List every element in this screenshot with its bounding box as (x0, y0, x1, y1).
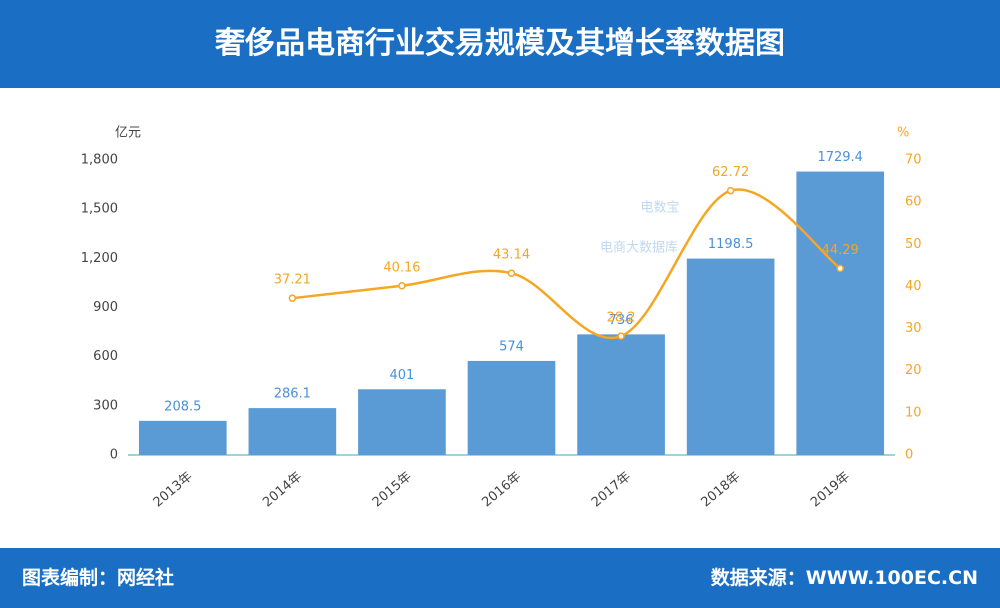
x-tick-label: 2014年 (260, 469, 305, 510)
y2-axis-unit: % (897, 126, 909, 141)
y-tick-label: 1,800 (81, 153, 118, 168)
watermark-tagline: 电商大数据库 (600, 240, 678, 256)
x-tick-label: 2013年 (151, 469, 196, 510)
bar (138, 420, 227, 455)
y2-tick-label: 50 (905, 237, 922, 252)
y-tick-label: 1,500 (81, 202, 118, 217)
x-tick-label: 2019年 (808, 469, 853, 510)
bar-value-label: 286.1 (274, 387, 311, 402)
bar-value-label: 736 (609, 313, 634, 328)
bar-value-label: 1729.4 (817, 150, 863, 165)
growth-point (836, 264, 844, 273)
bar (248, 408, 337, 455)
bar (686, 258, 775, 455)
growth-point (398, 282, 406, 290)
growth-value-label: 37.21 (274, 273, 311, 288)
growth-value-label: 28.2 (607, 311, 636, 326)
growth-point (726, 186, 735, 195)
x-tick-label: 2016年 (479, 469, 524, 510)
x-tick-label: 2015年 (370, 469, 415, 510)
chart: 电数宝 电商大数据库 亿元 % 03006009001,2001,5001,80… (81, 126, 922, 511)
y2-tick-label: 70 (905, 153, 922, 168)
growth-point (288, 294, 297, 302)
x-tick-label: 2017年 (589, 469, 634, 510)
y2-tick-label: 20 (905, 363, 922, 378)
footer-left: 图表编制：网经社 (22, 567, 175, 589)
y2-tick-label: 0 (905, 448, 913, 463)
y-tick-label: 0 (110, 448, 118, 463)
x-tick-label: 2018年 (699, 469, 744, 510)
y-tick-label: 600 (93, 349, 118, 364)
header: 奢侈品电商行业交易规模及其增长率数据图 (0, 0, 1000, 88)
y2-tick-label: 10 (905, 405, 922, 420)
growth-value-label: 40.16 (383, 260, 420, 275)
footer-right: 数据来源：WWW.100EC.CN (710, 567, 978, 589)
bar-value-label: 574 (499, 339, 524, 354)
growth-value-label: 43.14 (493, 248, 530, 263)
growth-value-label: 62.72 (712, 165, 749, 180)
growth-value-label: 44.29 (822, 243, 859, 258)
bar (577, 334, 665, 455)
bar (358, 389, 446, 455)
bar-value-label: 401 (390, 368, 415, 383)
growth-point (507, 269, 516, 277)
bar (467, 360, 556, 455)
y2-tick-label: 60 (905, 195, 922, 210)
y-axis-unit: 亿元 (115, 126, 141, 141)
y-tick-label: 300 (93, 398, 118, 413)
footer: 图表编制：网经社 数据来源：WWW.100EC.CN (0, 548, 1000, 608)
y2-tick-label: 30 (905, 321, 922, 336)
y2-tick-label: 40 (905, 279, 922, 294)
watermark-brand: 电数宝 (640, 201, 679, 216)
bar (796, 171, 885, 455)
bar-value-label: 1198.5 (708, 237, 754, 252)
y-tick-label: 900 (93, 300, 118, 315)
y-tick-label: 1,200 (81, 251, 118, 266)
bar-value-label: 208.5 (164, 399, 201, 414)
growth-point (617, 332, 625, 340)
